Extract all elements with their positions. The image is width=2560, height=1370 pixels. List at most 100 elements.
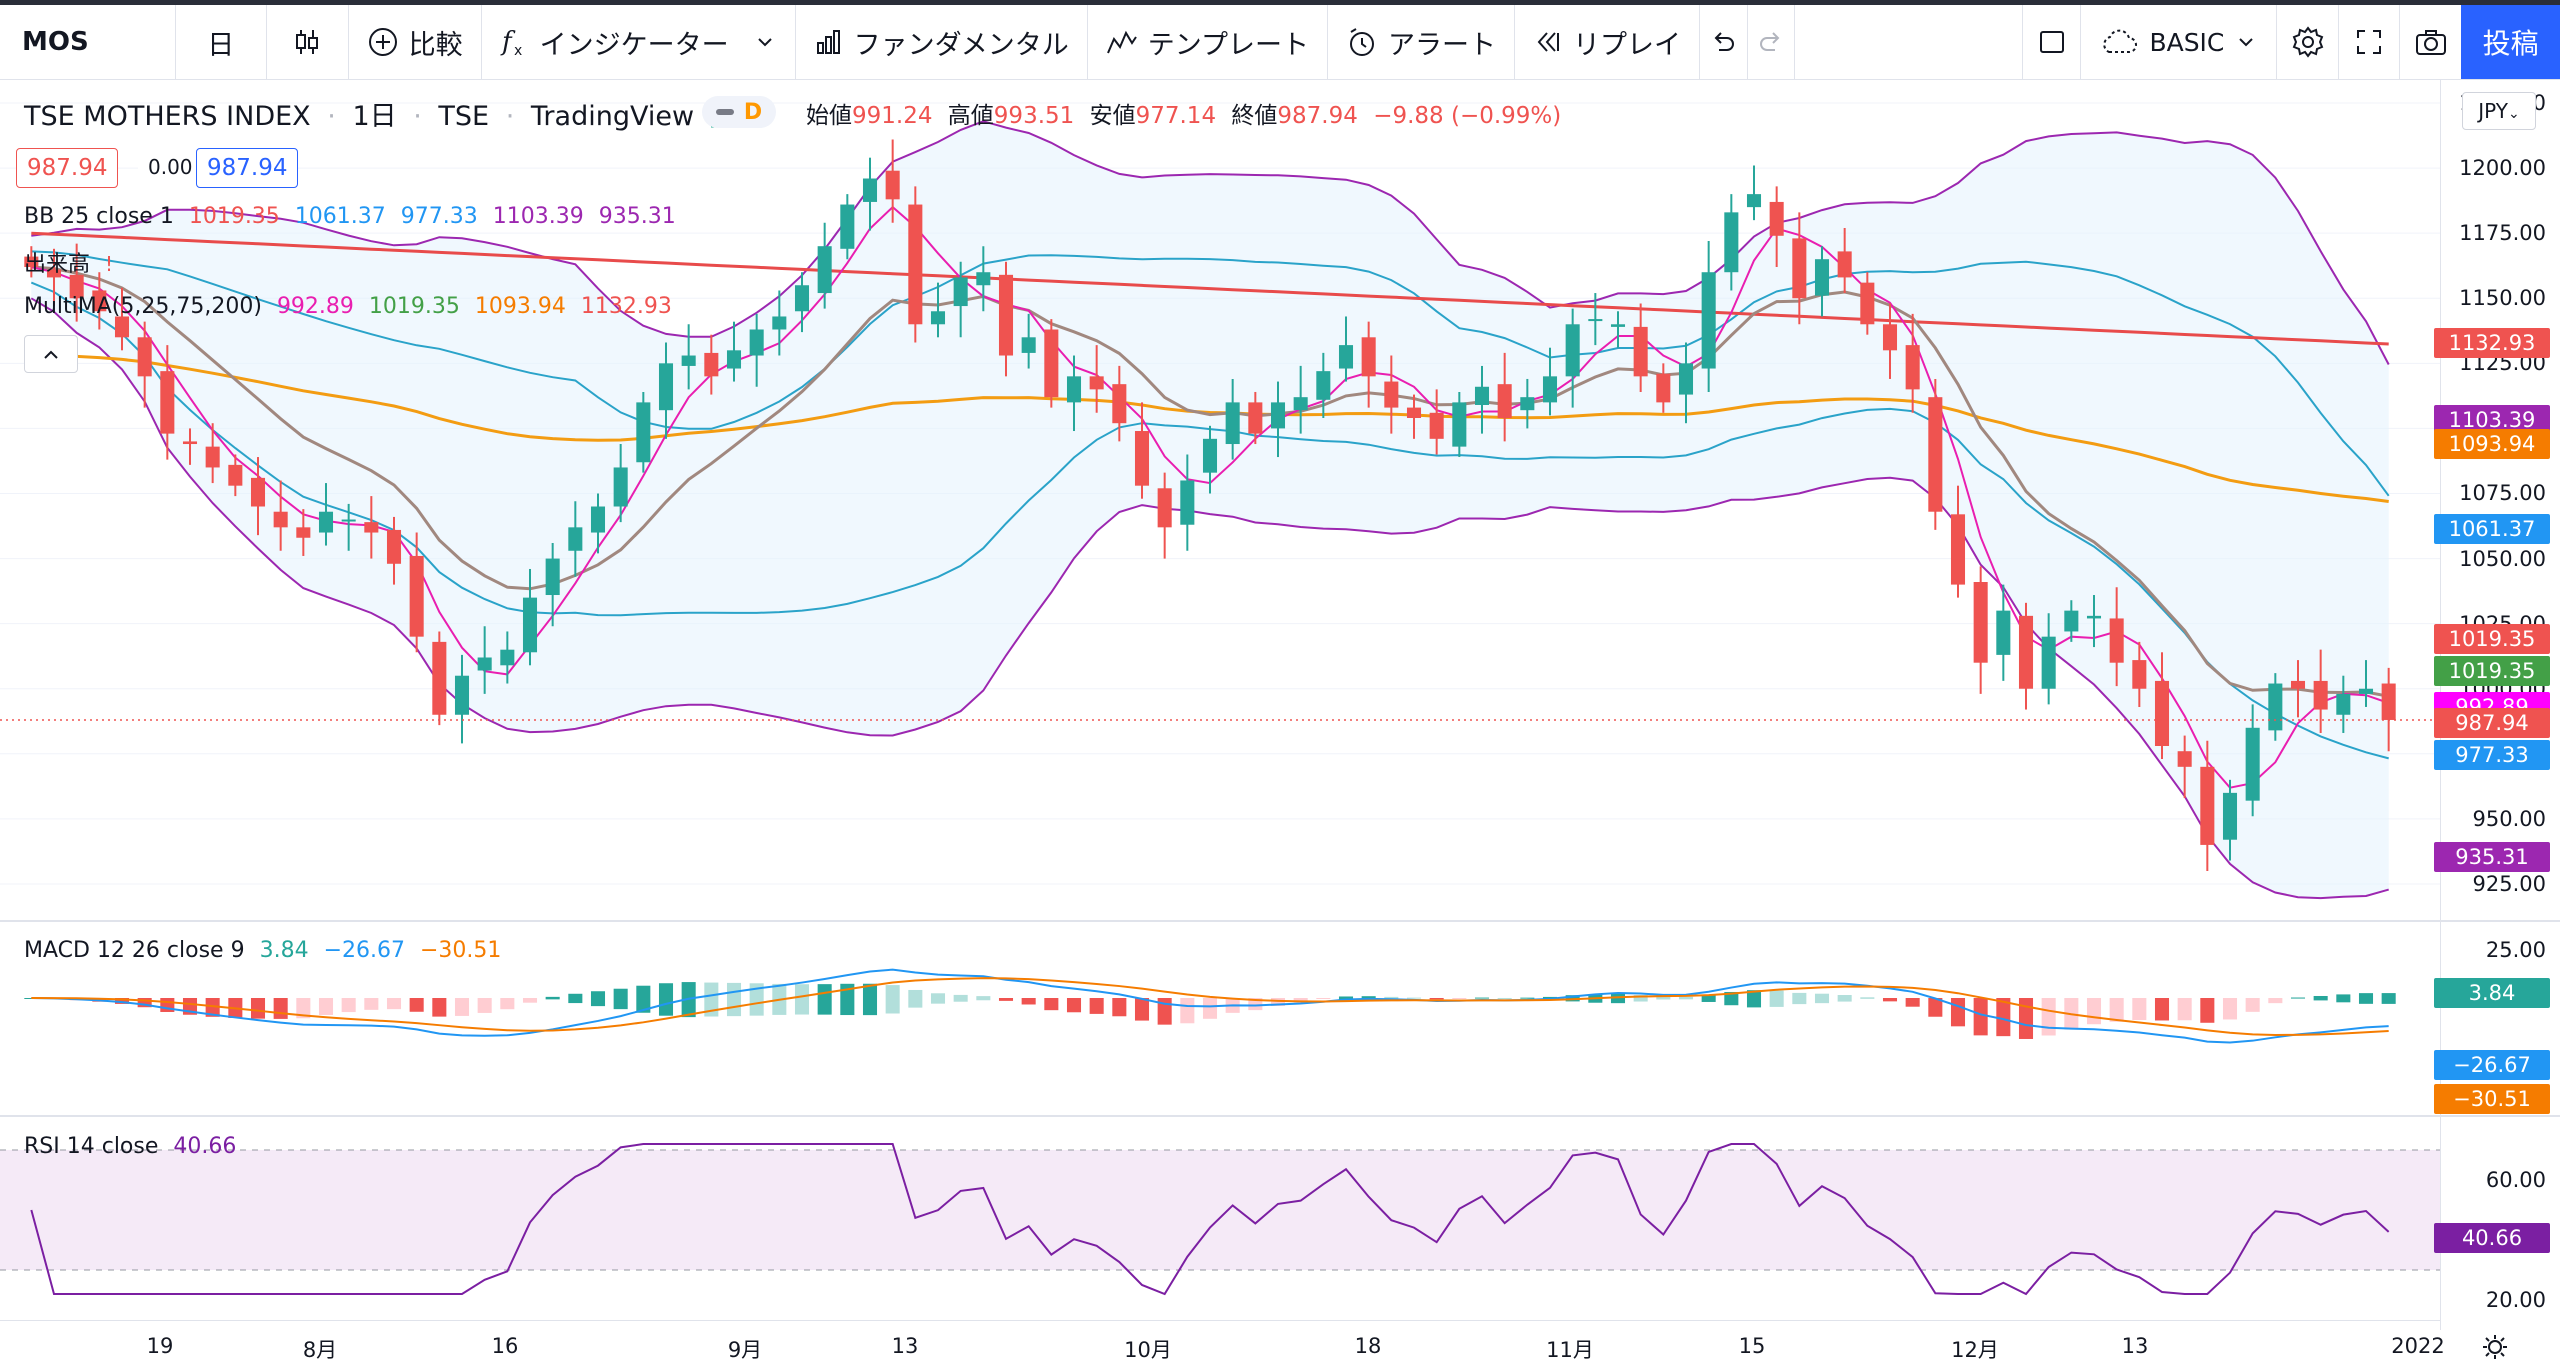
candle-body <box>1248 402 1263 434</box>
time-axis[interactable] <box>0 1320 2440 1370</box>
candle-body <box>2041 636 2056 689</box>
undo-icon <box>1714 32 1735 51</box>
candle-body <box>953 277 968 307</box>
macd-histogram-bar <box>1928 998 1943 1017</box>
macd-histogram-bar <box>1724 991 1739 1006</box>
macd-histogram-bar <box>1384 996 1399 1000</box>
candle-body <box>998 274 1014 356</box>
macd-histogram-bar <box>590 991 606 1007</box>
interval-button[interactable]: 日 <box>176 5 267 79</box>
price-tick-label: 950.00 <box>2472 806 2546 831</box>
currency-select[interactable]: JPY⌄ <box>2462 92 2536 130</box>
bar-chart-icon <box>816 30 840 54</box>
indicators-label: インジケーター <box>539 29 729 61</box>
settings-button[interactable] <box>2277 5 2339 79</box>
candle-body <box>341 519 356 522</box>
candle-body <box>1384 381 1399 408</box>
collapse-legend-button[interactable] <box>24 335 78 373</box>
candles-icon <box>296 30 319 54</box>
macd-histogram-bar <box>885 985 900 1014</box>
candle-body <box>296 527 311 538</box>
spread-box: 0.00 <box>138 148 203 186</box>
candle-body <box>46 269 62 278</box>
price-tag: 1061.37 <box>2434 513 2550 544</box>
chart-canvas[interactable] <box>0 80 2440 1330</box>
compare-button[interactable]: 比較 <box>349 5 482 79</box>
dash-icon <box>715 109 734 115</box>
candle-body <box>1837 251 1852 278</box>
camera-icon <box>2415 30 2446 55</box>
open-label: 始値 <box>806 103 852 129</box>
macd-histogram-bar <box>1520 997 1535 999</box>
snapshot-button[interactable] <box>2400 5 2461 79</box>
candle-body <box>2200 766 2215 845</box>
macd-histogram-bar <box>2041 998 2056 1036</box>
price-tick-label: 1175.00 <box>2459 221 2546 246</box>
layout-name-button[interactable]: BASIC <box>2081 5 2278 79</box>
ma200-line <box>31 231 2389 346</box>
rsi-legend[interactable]: RSI 14 close 40.66 <box>24 1134 244 1159</box>
redo-button[interactable] <box>1748 5 1796 79</box>
fundamentals-button[interactable]: ファンダメンタル <box>796 5 1088 79</box>
pane-separator-rsi[interactable] <box>0 1115 2560 1117</box>
pane-separator-macd[interactable] <box>0 920 2560 922</box>
candle-body <box>2064 610 2079 632</box>
chart-type-button[interactable] <box>267 5 349 79</box>
macd-histogram-bar <box>613 988 628 1010</box>
macd-histogram-bar <box>454 998 470 1016</box>
candle-body <box>2381 683 2396 720</box>
macd-histogram-bar <box>568 993 583 1004</box>
macd-legend[interactable]: MACD 12 26 close 9 3.84 −26.67 −30.51 <box>24 938 509 963</box>
price-tag: 1019.35 <box>2434 656 2550 687</box>
candle-body <box>658 363 674 411</box>
candle-body <box>704 352 719 377</box>
macd-histogram-bar <box>1973 998 1988 1036</box>
candle-body <box>568 527 583 551</box>
warning-icon: ! <box>105 252 114 276</box>
candle-body <box>477 657 492 671</box>
publish-button[interactable]: 投稿 <box>2461 5 2560 79</box>
macd-hist-value: 3.84 <box>259 938 309 963</box>
time-tick-label: 13 <box>891 1334 919 1358</box>
time-axis-settings-icon[interactable] <box>2478 1330 2512 1364</box>
fullscreen-button[interactable] <box>2339 5 2401 79</box>
candle-body <box>1406 407 1422 418</box>
legend-dot: · <box>327 101 336 132</box>
candle-body <box>590 506 606 533</box>
layout-select-button[interactable] <box>2021 5 2082 79</box>
macd-histogram-bar <box>636 985 651 1013</box>
candle-body <box>432 641 447 715</box>
buy-price-box[interactable]: 987.94 <box>196 148 299 188</box>
symbol-search-button[interactable]: MOS <box>0 5 177 79</box>
candle-body <box>2109 618 2124 663</box>
price-tag: 977.33 <box>2434 739 2550 770</box>
window-top-bar <box>0 0 2560 5</box>
volume-legend[interactable]: 出来高 ! <box>24 246 121 278</box>
symbol-legend[interactable]: TSE MOTHERS INDEX · 1日 · TSE · TradingVi… <box>24 94 743 133</box>
replay-button[interactable]: リプレイ <box>1515 5 1700 79</box>
macd-histogram-bar <box>1678 996 1694 1000</box>
legend-dot: · <box>413 101 422 132</box>
rsi-value: 40.66 <box>173 1134 237 1159</box>
macd-histogram-bar <box>930 993 946 1004</box>
alerts-label: アラート <box>1387 29 1496 61</box>
candle-body <box>2245 727 2260 801</box>
delay-badge[interactable]: D <box>702 96 776 128</box>
bb-legend[interactable]: BB 25 close 1 1019.35 1061.37 977.33 110… <box>24 204 684 229</box>
sell-price-box[interactable]: 987.94 <box>16 148 119 188</box>
rsi-tick-label: 60.00 <box>2485 1168 2546 1192</box>
candle-body <box>885 170 900 200</box>
alerts-button[interactable]: アラート <box>1328 5 1515 79</box>
multima-legend[interactable]: MultiMA(5,25,75,200) 992.89 1019.35 1093… <box>24 294 680 319</box>
candle-body <box>228 464 243 486</box>
sell-price: 987.94 <box>27 155 108 181</box>
macd-histogram-bar <box>1497 997 1512 999</box>
templates-button[interactable]: テンプレート <box>1088 5 1328 79</box>
multima-label: MultiMA(5,25,75,200) <box>24 294 262 319</box>
price-tick-label: 1200.00 <box>2459 156 2546 181</box>
candle-body <box>1588 319 1603 322</box>
chevron-down-icon <box>2239 38 2254 47</box>
undo-button[interactable] <box>1700 5 1748 79</box>
ma75-line <box>31 353 2389 503</box>
